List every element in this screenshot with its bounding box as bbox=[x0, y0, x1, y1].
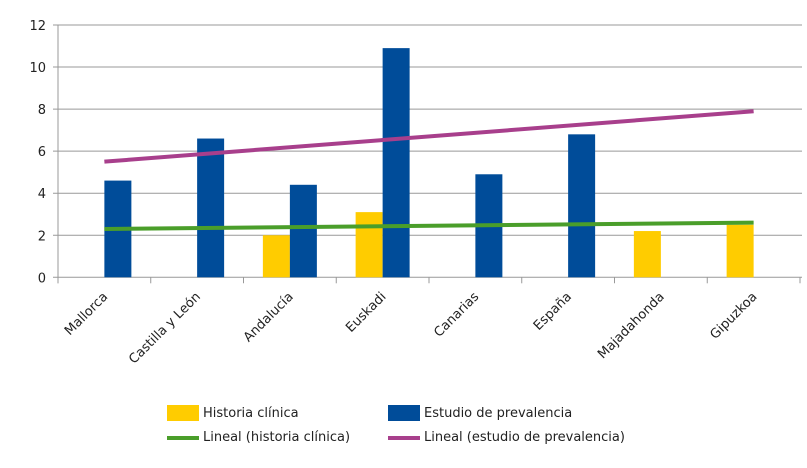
bar-estudio bbox=[197, 138, 225, 278]
trendline-0 bbox=[104, 220, 754, 231]
y-tick-label: 0 bbox=[38, 271, 46, 286]
chart-plot: 0 2 4 6 8 10 12 Mallorca Castilla y León Andalucí… bbox=[29, 19, 802, 368]
legend-swatch bbox=[167, 435, 199, 440]
y-tick-label: 8 bbox=[38, 103, 46, 118]
bar-historia bbox=[633, 231, 661, 278]
x-tick-label: Euskadi bbox=[343, 290, 389, 336]
legend-item-historia: Historia clínica bbox=[167, 405, 299, 421]
legend-item-lineal-estudio: Lineal (estudio de prevalencia) bbox=[388, 430, 625, 445]
x-tick-label: España bbox=[531, 290, 575, 334]
bar-estudio bbox=[568, 134, 596, 278]
legend-label: Estudio de prevalencia bbox=[424, 405, 573, 421]
legend-label: Lineal (estudio de prevalencia) bbox=[424, 430, 625, 445]
trendline-1 bbox=[104, 109, 754, 164]
legend-label: Lineal (historia clínica) bbox=[203, 430, 351, 445]
legend-swatch bbox=[388, 405, 420, 421]
y-tick-label: 6 bbox=[38, 145, 46, 160]
legend-label: Historia clínica bbox=[203, 405, 299, 421]
legend-swatch bbox=[388, 435, 420, 440]
y-tick-label: 10 bbox=[29, 61, 46, 76]
x-tick-label: Majadahonda bbox=[595, 290, 668, 363]
x-tick-label: Canarias bbox=[431, 289, 482, 340]
legend-item-estudio: Estudio de prevalencia bbox=[388, 405, 572, 421]
legend-item-lineal-historia: Lineal (historia clínica) bbox=[167, 430, 350, 445]
bar-historia bbox=[262, 235, 290, 278]
y-tick-label: 2 bbox=[38, 229, 46, 244]
x-tick-label: Gipuzkoa bbox=[707, 290, 760, 343]
y-tick-label: 4 bbox=[38, 187, 46, 202]
x-tick-label: Castilla y León bbox=[126, 290, 204, 368]
legend-swatch bbox=[167, 405, 199, 421]
x-tick-label: Andalucía bbox=[241, 290, 297, 346]
bar-estudio bbox=[289, 184, 317, 278]
bar-estudio bbox=[382, 48, 410, 278]
bar-historia bbox=[726, 224, 754, 278]
y-tick-label: 12 bbox=[29, 19, 46, 34]
bar-historia bbox=[355, 212, 383, 278]
x-tick-label: Mallorca bbox=[62, 290, 111, 339]
